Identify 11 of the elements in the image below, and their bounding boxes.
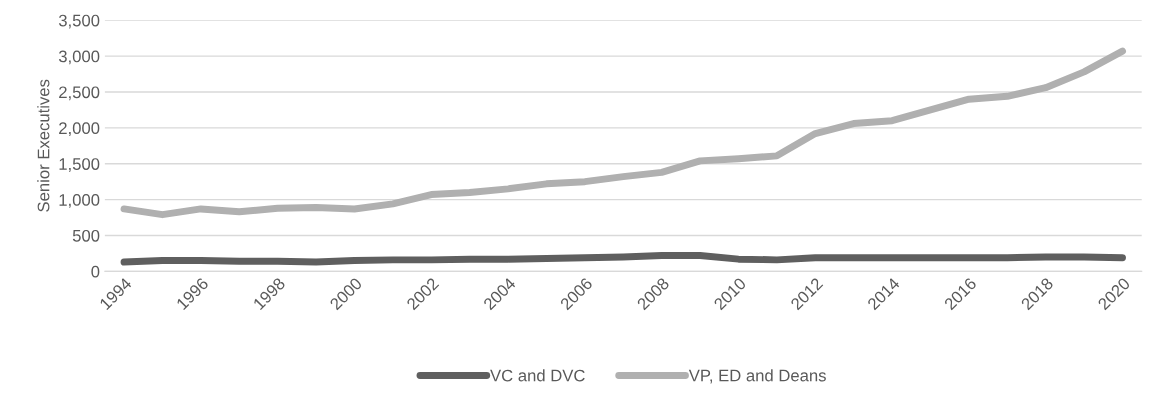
legend-label: VC and DVC: [490, 369, 585, 382]
y-tick-label: 2,000: [59, 122, 100, 137]
legend-label: VP, ED and Deans: [688, 369, 826, 384]
y-axis-title: Senior Executives: [37, 79, 50, 212]
y-tick-label: 1,000: [59, 194, 100, 208]
y-tick-label: 2,500: [59, 86, 100, 101]
y-tick-label: 500: [72, 229, 100, 242]
y-tick-label: 3,500: [58, 14, 100, 29]
y-tick-label: 3,000: [58, 50, 100, 65]
y-tick-label: 0: [91, 265, 100, 278]
y-tick-label: 1,500: [59, 158, 100, 172]
